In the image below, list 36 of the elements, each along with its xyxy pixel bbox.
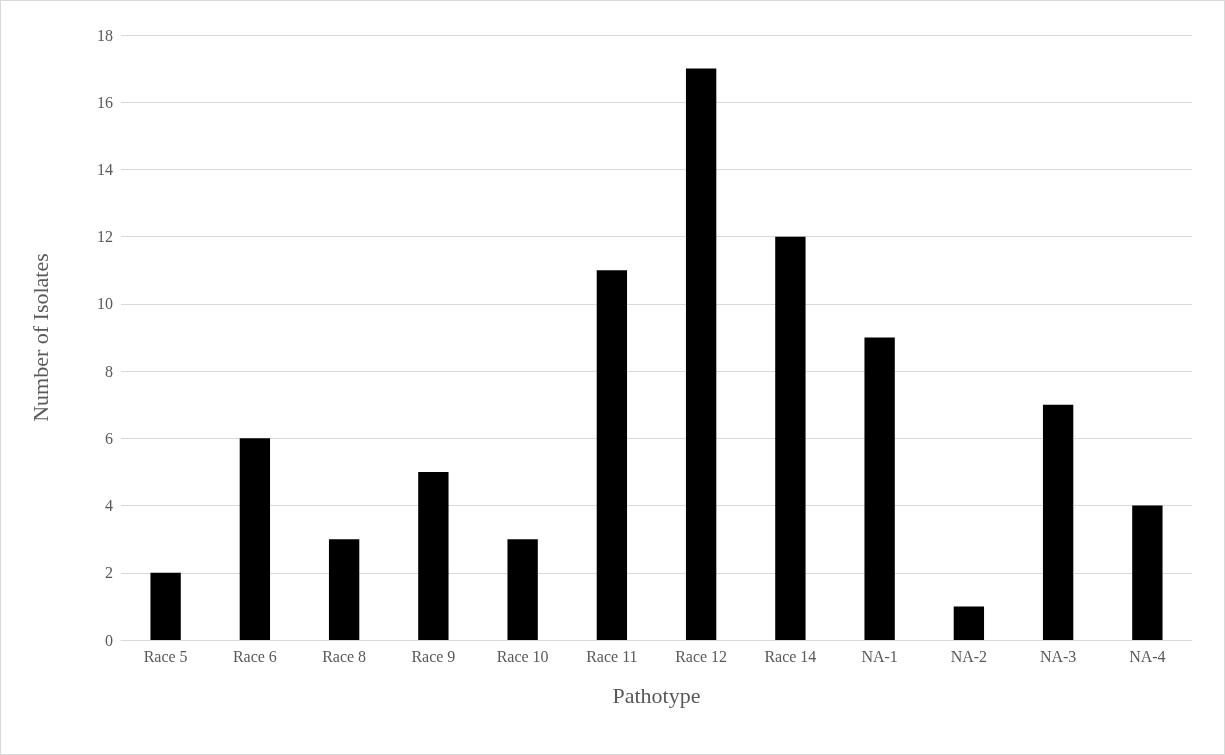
bar bbox=[1132, 505, 1163, 640]
x-tick-label: NA-1 bbox=[861, 647, 898, 665]
bar bbox=[864, 337, 895, 640]
x-axis-title: Pathotype bbox=[612, 682, 701, 708]
bar bbox=[150, 572, 181, 640]
x-tick-label: NA-2 bbox=[950, 647, 988, 665]
x-tick-label: Race 5 bbox=[143, 647, 188, 665]
x-tick-label: Race 10 bbox=[496, 647, 549, 665]
bar bbox=[596, 270, 628, 640]
y-tick-label: 2 bbox=[105, 564, 113, 582]
y-tick-label: 18 bbox=[97, 26, 113, 44]
y-tick-label: 14 bbox=[97, 160, 113, 178]
x-tick-label: Race 8 bbox=[322, 647, 367, 665]
bar bbox=[685, 68, 717, 640]
y-axis-title: Number of Isolates bbox=[27, 253, 53, 422]
y-tick-label: 16 bbox=[97, 93, 113, 111]
bar bbox=[953, 606, 985, 640]
x-tick-label: Race 6 bbox=[232, 647, 277, 665]
y-tick-label: 0 bbox=[105, 631, 113, 649]
bar bbox=[418, 471, 449, 640]
y-tick-label: 6 bbox=[105, 429, 113, 447]
y-tick-label: 8 bbox=[105, 362, 113, 380]
bar bbox=[507, 539, 538, 640]
y-tick-label: 12 bbox=[97, 228, 113, 246]
x-tick-label: NA-3 bbox=[1039, 647, 1077, 665]
x-tick-label: Race 14 bbox=[764, 647, 817, 665]
bar bbox=[239, 438, 271, 640]
y-tick-label: 10 bbox=[97, 295, 113, 313]
x-tick-label: NA-4 bbox=[1129, 647, 1166, 665]
y-tick-label: 4 bbox=[105, 497, 113, 515]
x-tick-label: Race 11 bbox=[586, 647, 638, 665]
bar bbox=[775, 236, 806, 640]
bar bbox=[1042, 404, 1074, 640]
bar bbox=[328, 539, 360, 640]
x-tick-label: Race 9 bbox=[411, 647, 456, 665]
x-tick-label: Race 12 bbox=[675, 647, 728, 665]
